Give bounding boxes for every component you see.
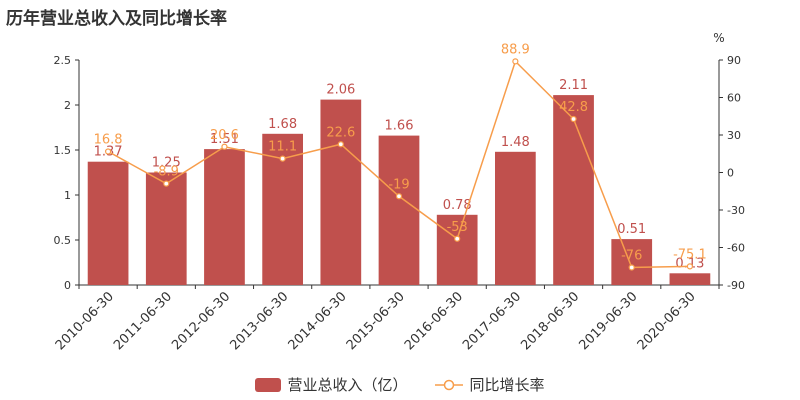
x-tick-label: 2013-06-30	[227, 289, 291, 353]
y-left-tick-label: 0.5	[54, 234, 72, 247]
revenue-bar-label: 1.66	[385, 119, 414, 134]
y-right-tick-label: -60	[727, 242, 745, 255]
growth-rate-label: 20.6	[210, 128, 239, 143]
y-left-tick-label: 1.5	[54, 144, 72, 157]
growth-rate-label: -8.9	[154, 165, 179, 180]
legend-label-growth: 同比增长率	[469, 376, 545, 394]
y-right-tick-label: 0	[727, 167, 734, 180]
y-right-tick-label: 30	[727, 129, 741, 142]
growth-rate-label: 22.6	[326, 125, 355, 140]
revenue-bar-label: 2.11	[559, 78, 588, 93]
x-tick-label: 2014-06-30	[286, 289, 350, 353]
x-tick-label: 2015-06-30	[344, 289, 408, 353]
revenue-bar-label: 0.78	[443, 198, 472, 213]
revenue-bar-label: 0.51	[617, 222, 646, 237]
x-tick-label: 2017-06-30	[460, 289, 524, 353]
y-left-tick-label: 2.5	[54, 54, 72, 67]
x-tick-label: 2011-06-30	[111, 289, 175, 353]
revenue-bar	[204, 149, 245, 285]
y-left-tick-label: 0	[64, 279, 71, 292]
growth-rate-label: -75.1	[673, 247, 707, 262]
y-right-tick-label: 60	[727, 92, 741, 105]
growth-rate-label: -19	[388, 177, 409, 192]
legend-label-revenue: 营业总收入（亿）	[287, 376, 408, 394]
y-right-unit: %	[713, 31, 724, 45]
x-tick-label: 2018-06-30	[518, 289, 582, 353]
x-tick-label: 2012-06-30	[169, 289, 233, 353]
growth-rate-point	[512, 58, 519, 65]
legend-line-swatch	[434, 379, 463, 390]
growth-rate-point	[686, 263, 694, 270]
growth-rate-label: 16.8	[94, 133, 123, 148]
revenue-bar	[145, 172, 187, 285]
y-right-tick-label: -90	[727, 279, 745, 292]
legend-bar-swatch	[255, 377, 282, 392]
legend-item-growth[interactable]: 同比增长率	[434, 374, 545, 395]
growth-rate-label: 88.9	[501, 42, 530, 57]
legend-item-revenue[interactable]: 营业总收入（亿）	[255, 374, 408, 395]
growth-rate-point	[104, 148, 112, 155]
x-tick-label: 2016-06-30	[402, 289, 466, 353]
revenue-bar	[436, 214, 478, 285]
y-right-tick-label: 90	[727, 54, 741, 67]
growth-rate-label: 11.1	[268, 140, 297, 155]
growth-rate-point	[279, 155, 286, 162]
chart-legend: 营业总收入（亿） 同比增长率	[0, 374, 800, 395]
revenue-bar	[495, 151, 536, 285]
revenue-bar-label: 1.48	[501, 135, 530, 150]
growth-rate-label: -53	[447, 220, 468, 235]
revenue-bar-label: 1.51	[210, 132, 239, 147]
revenue-bar	[320, 99, 362, 285]
growth-rate-label: -76	[621, 249, 642, 264]
y-left-tick-label: 2	[64, 99, 71, 112]
revenue-bar	[669, 273, 711, 285]
revenue-bar	[611, 239, 653, 285]
growth-rate-point	[163, 180, 170, 187]
growth-rate-label: 42.8	[559, 100, 588, 115]
revenue-bar-label: 1.25	[152, 156, 181, 171]
revenue-bar	[378, 135, 420, 285]
growth-rate-point	[221, 143, 228, 150]
x-tick-label: 2020-06-30	[635, 289, 699, 353]
revenue-bar	[553, 95, 594, 285]
y-left-tick-label: 1	[64, 189, 71, 202]
growth-rate-point	[337, 141, 344, 148]
revenue-bar-label: 2.06	[326, 83, 355, 98]
growth-rate-point	[570, 115, 577, 123]
growth-rate-point	[395, 193, 403, 200]
x-tick-label: 2019-06-30	[577, 289, 641, 353]
revenue-bar-label: 1.68	[268, 117, 297, 132]
y-right-tick-label: -30	[727, 204, 745, 217]
growth-rate-point	[454, 235, 461, 242]
x-tick-label: 2010-06-30	[53, 289, 117, 353]
revenue-bar	[87, 161, 129, 285]
chart-title: 历年营业总收入及同比增长率	[6, 9, 227, 29]
growth-rate-point	[628, 264, 635, 271]
